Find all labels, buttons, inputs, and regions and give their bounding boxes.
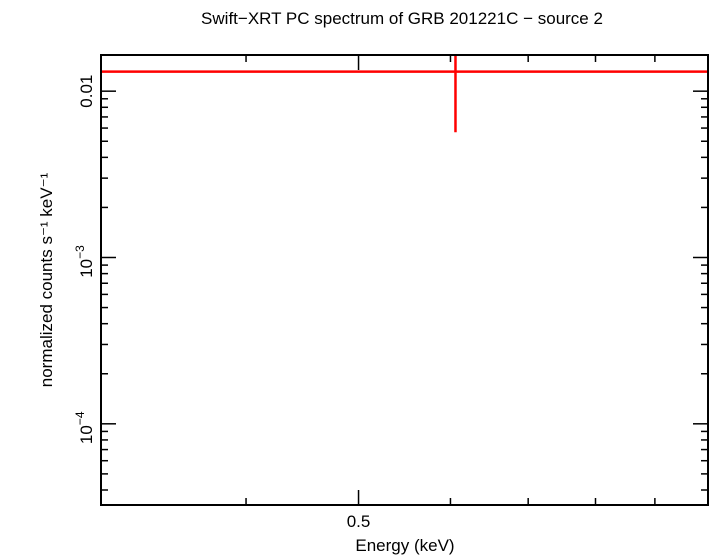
plot-frame bbox=[100, 54, 709, 506]
y-axis-label: normalized counts s⁻¹ keV⁻¹ bbox=[37, 172, 56, 387]
x-axis-label: Energy (keV) bbox=[355, 536, 454, 555]
x-tick-label: 0.5 bbox=[347, 512, 371, 531]
y-tick-label-base: 10 bbox=[77, 259, 96, 278]
chart-title: Swift−XRT PC spectrum of GRB 201221C − s… bbox=[201, 9, 603, 28]
y-tick-label: 10−3 bbox=[73, 245, 96, 278]
y-tick-label-exponent: −4 bbox=[73, 411, 87, 425]
y-tick-label-base: 10 bbox=[77, 425, 96, 444]
y-tick-label: 0.01 bbox=[77, 75, 96, 108]
data-series bbox=[101, 55, 708, 133]
axis-ticks bbox=[101, 55, 708, 505]
y-tick-label: 10−4 bbox=[73, 411, 96, 444]
y-tick-label-exponent: −3 bbox=[73, 245, 87, 259]
